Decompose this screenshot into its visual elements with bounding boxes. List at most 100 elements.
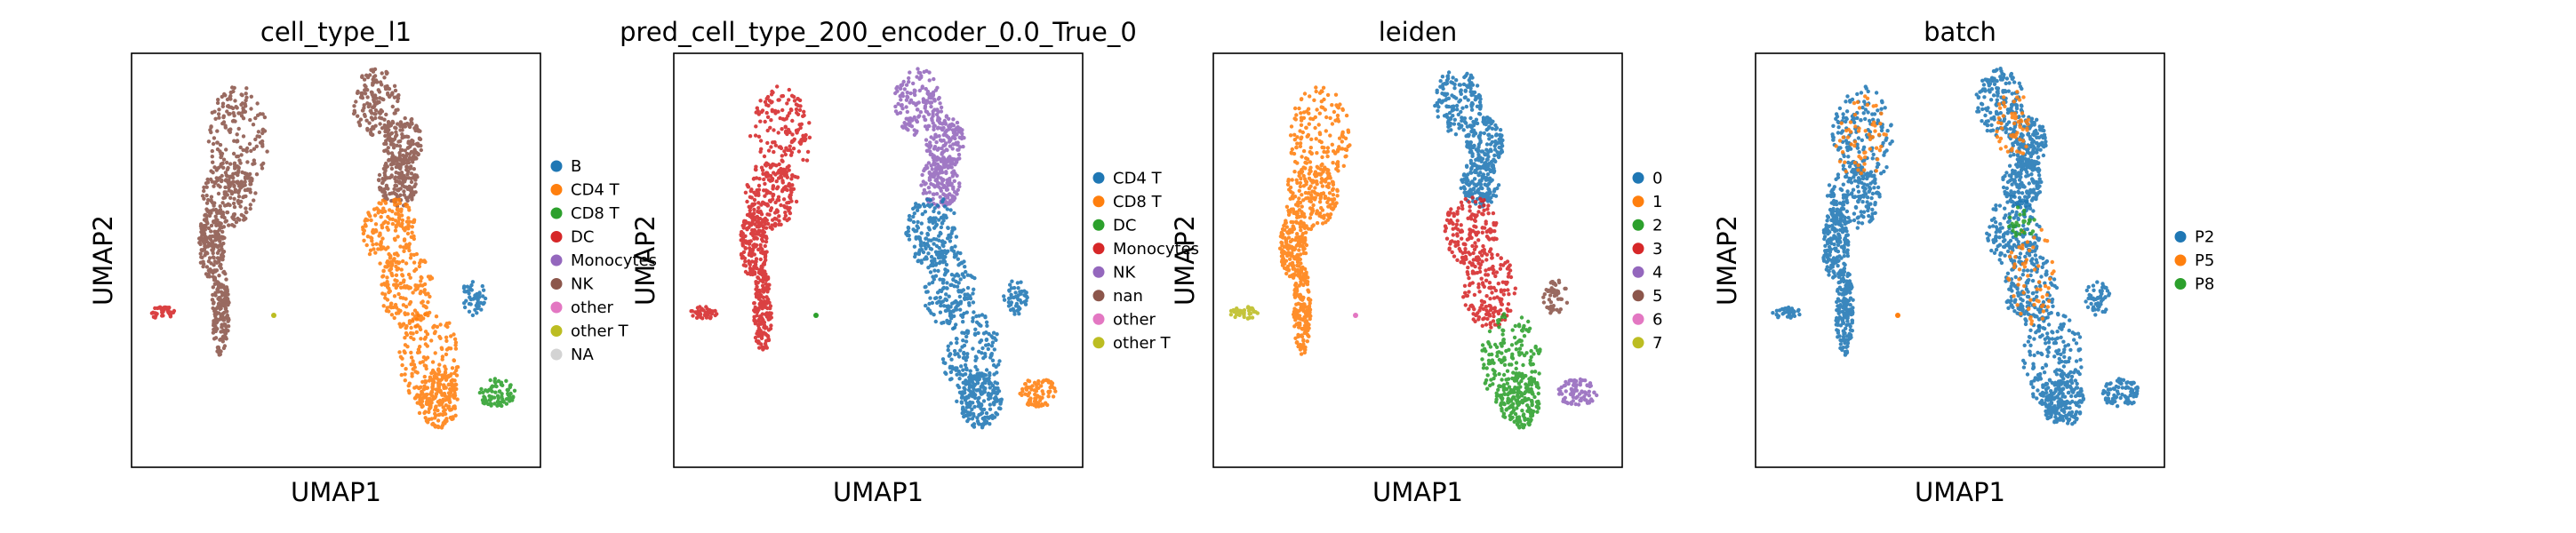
outlier-point: [271, 313, 276, 318]
point-cloud: [893, 67, 966, 209]
legend-marker: [1092, 266, 1105, 278]
legend-marker: [1092, 171, 1105, 184]
point-cloud: [1002, 279, 1029, 316]
legend: CD4 T CD8 T DC Monocytes NK nan other other T: [1092, 169, 1199, 353]
outlier-point: [813, 313, 819, 318]
legend-label: 5: [1652, 287, 1662, 306]
legend-marker: [1092, 313, 1105, 325]
umap-panel: pred_cell_type_200_encoder_0.0_True_0 UMA…: [620, 17, 1199, 507]
legend-label: DC: [1113, 216, 1136, 235]
legend-marker: [1092, 243, 1105, 255]
legend-marker: [1632, 266, 1644, 278]
legend-label: 7: [1652, 334, 1662, 353]
legend-marker: [1632, 243, 1644, 255]
scatter-area: [149, 67, 517, 430]
legend-marker: [550, 160, 563, 172]
point-cloud: [1834, 90, 2056, 326]
legend-label: 1: [1652, 193, 1662, 211]
point-cloud: [477, 377, 517, 409]
point-cloud: [739, 84, 812, 352]
y-axis-label: UMAP2: [1170, 215, 1200, 306]
point-cloud: [1480, 312, 1542, 430]
x-axis-label: UMAP1: [1915, 477, 2005, 507]
point-cloud: [1443, 195, 1517, 330]
point-cloud: [1556, 377, 1599, 407]
legend-label: DC: [571, 228, 594, 247]
y-axis-label: UMAP2: [88, 215, 118, 306]
y-axis-label: UMAP2: [630, 215, 660, 306]
point-cloud: [940, 310, 1004, 430]
point-cloud: [904, 197, 977, 330]
legend-label: CD8 T: [571, 204, 620, 223]
legend-marker: [1632, 337, 1644, 349]
point-cloud: [1821, 84, 1894, 357]
legend-marker: [550, 278, 563, 290]
y-axis-label: UMAP2: [1712, 215, 1742, 306]
legend-marker: [1632, 195, 1644, 208]
legend-marker: [1632, 219, 1644, 231]
plot-frame: [1212, 52, 1623, 468]
legend-marker: [1632, 171, 1644, 184]
point-cloud: [149, 305, 177, 320]
plot-frame: [673, 52, 1084, 468]
legend-marker: [1092, 337, 1105, 349]
legend-label: other T: [1113, 334, 1172, 353]
legend-marker: [1092, 290, 1105, 302]
outlier-point: [1895, 313, 1900, 318]
scatter-area: [1771, 67, 2140, 426]
legend-label: Monocytes: [1113, 240, 1199, 259]
legend-label: NA: [571, 346, 594, 364]
legend-marker: [550, 301, 563, 314]
x-axis-label: UMAP1: [1372, 477, 1463, 507]
point-cloud: [1985, 195, 2060, 329]
legend-label: 6: [1652, 310, 1662, 329]
panel-title: pred_cell_type_200_encoder_0.0_True_0: [620, 17, 1137, 47]
scatter-area: [689, 67, 1058, 430]
point-cloud: [1228, 305, 1260, 321]
legend-marker: [550, 207, 563, 219]
point-cloud: [1771, 305, 1802, 320]
legend-label: Monocytes: [571, 251, 657, 270]
legend-label: NK: [571, 275, 594, 294]
point-cloud: [361, 197, 435, 330]
point-cloud: [1018, 378, 1058, 409]
legend: 0 1 2 3 4 5 6 7: [1632, 169, 1662, 353]
legend-marker: [2174, 278, 2187, 290]
legend-label: nan: [1113, 287, 1143, 306]
point-cloud: [689, 305, 719, 321]
legend-label: CD4 T: [1113, 169, 1163, 187]
legend-marker: [550, 348, 563, 361]
point-cloud: [2084, 280, 2112, 317]
panel-title: leiden: [1379, 17, 1458, 47]
umap-panel: batch UMAP1 UMAP2 P2 P5 P8: [1712, 17, 2214, 507]
legend-marker: [2174, 231, 2187, 243]
legend-label: P2: [2195, 228, 2214, 247]
legend-label: 4: [1652, 263, 1662, 282]
point-cloud: [1433, 70, 1505, 210]
x-axis-label: UMAP1: [291, 477, 381, 507]
legend-marker: [550, 325, 563, 337]
legend-label: other: [571, 298, 614, 317]
umap-panel: cell_type_l1 UMAP1 UMAP2 B CD4 T CD8 T DC Monoc…: [88, 17, 657, 507]
legend-marker: [1632, 290, 1644, 302]
legend-label: B: [571, 157, 581, 176]
x-axis-label: UMAP1: [833, 477, 924, 507]
umap-panel: leiden UMAP1 UMAP2 0 1 2 3 4 5 6 7: [1170, 17, 1662, 507]
panel-title: cell_type_l1: [260, 17, 412, 47]
point-cloud: [1277, 85, 1352, 356]
point-cloud: [1541, 278, 1570, 315]
legend-label: NK: [1113, 263, 1136, 282]
legend-marker: [550, 254, 563, 266]
legend-label: 2: [1652, 216, 1662, 235]
outlier-point: [1353, 313, 1358, 318]
point-cloud: [351, 67, 423, 209]
legend-marker: [2174, 254, 2187, 266]
point-cloud: [196, 85, 269, 357]
plot-frame: [131, 52, 541, 468]
panel-title: batch: [1924, 17, 1996, 47]
legend: B CD4 T CD8 T DC Monocytes NK other other T NA: [550, 157, 657, 364]
legend-label: P8: [2195, 275, 2214, 294]
legend-marker: [1092, 219, 1105, 231]
legend: P2 P5 P8: [2174, 228, 2214, 294]
